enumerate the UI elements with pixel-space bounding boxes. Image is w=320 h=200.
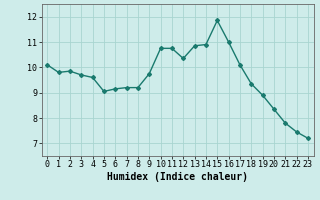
X-axis label: Humidex (Indice chaleur): Humidex (Indice chaleur): [107, 172, 248, 182]
